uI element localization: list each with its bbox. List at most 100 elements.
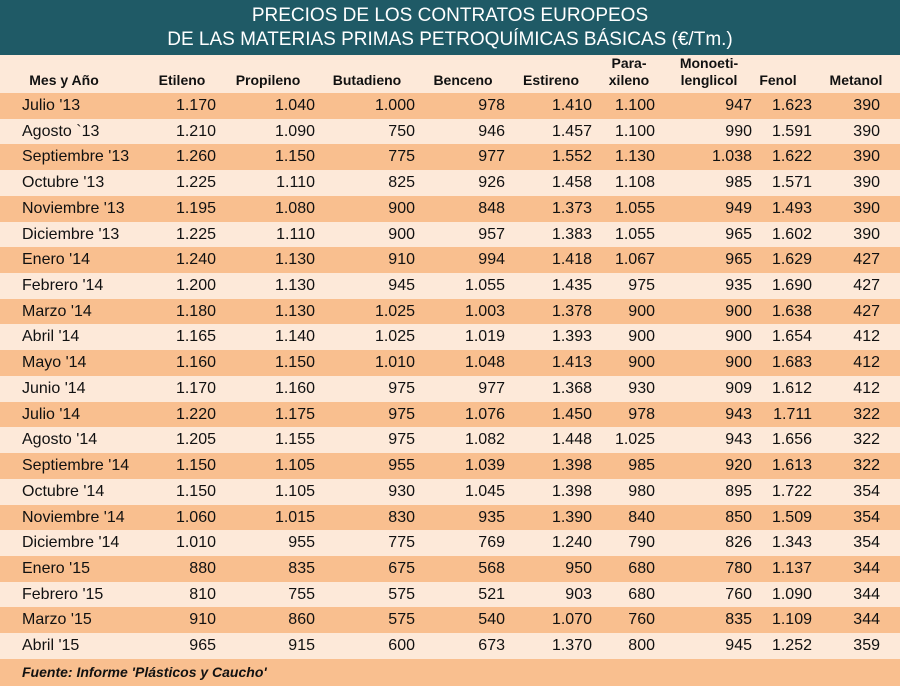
price-cell: 957 — [478, 225, 505, 243]
price-cell: 1.552 — [551, 148, 592, 166]
price-cell: 1.613 — [771, 457, 812, 475]
price-cell: 1.105 — [274, 482, 315, 500]
price-cell: 575 — [388, 611, 415, 629]
price-cell: 903 — [565, 585, 592, 603]
table-row: Julio '13 1.170 1.040 1.000 978 1.410 1.100 947… — [0, 93, 900, 119]
price-cell: 1.000 — [374, 97, 415, 114]
price-cell: 947 — [725, 97, 752, 114]
price-cell: 600 — [388, 637, 415, 655]
price-cell: 1.252 — [771, 637, 812, 655]
price-cell: 900 — [628, 302, 655, 320]
price-cell: 1.003 — [464, 302, 505, 320]
price-cell: 1.100 — [614, 97, 655, 114]
price-cell: 810 — [189, 585, 216, 603]
price-cell: 1.571 — [771, 174, 812, 192]
price-cell: 1.683 — [771, 354, 812, 372]
column-header: Etileno — [158, 72, 206, 88]
column-header: Estireno — [522, 72, 580, 88]
price-cell: 1.025 — [374, 328, 415, 346]
price-cell: 900 — [388, 225, 415, 243]
price-cell: 675 — [388, 559, 415, 577]
price-cell: 1.170 — [175, 379, 216, 397]
price-cell: 1.225 — [175, 225, 216, 243]
price-cell: 1.410 — [551, 97, 592, 114]
price-cell: 985 — [628, 457, 655, 475]
price-cell: 1.150 — [274, 354, 315, 372]
table-row: Septiembre '14 1.150 1.105 955 1.039 1.398 985… — [0, 453, 900, 479]
month-cell: Septiembre '13 — [22, 148, 130, 166]
price-cell: 1.039 — [464, 457, 505, 475]
price-cell: 1.165 — [175, 328, 216, 346]
month-cell: Enero '14 — [22, 251, 90, 269]
month-cell: Noviembre '14 — [22, 508, 125, 526]
column-header: Butadieno — [332, 72, 402, 88]
price-cell: 955 — [388, 457, 415, 475]
price-cell: 1.070 — [551, 611, 592, 629]
price-cell: 880 — [189, 559, 216, 577]
price-cell: 1.090 — [274, 122, 315, 140]
title-line-1: PRECIOS DE LOS CONTRATOS EUROPEOS — [251, 5, 649, 26]
month-cell: Agosto '14 — [22, 431, 98, 449]
price-cell: 540 — [478, 611, 505, 629]
price-cell: 1.010 — [175, 534, 216, 552]
price-cell: 1.629 — [771, 251, 812, 269]
price-cell: 1.055 — [464, 277, 505, 295]
price-cell: 826 — [725, 534, 752, 552]
price-cell: 1.110 — [276, 225, 315, 243]
month-cell: Agosto `13 — [22, 122, 100, 140]
table-title: PRECIOS DE LOS CONTRATOS EUROPEOS DE LAS… — [0, 0, 900, 55]
month-cell: Febrero '14 — [22, 277, 104, 295]
price-cell: 1.200 — [175, 277, 216, 295]
price-cell: 412 — [853, 354, 880, 372]
price-cell: 775 — [388, 534, 415, 552]
price-cell: 1.205 — [175, 431, 216, 449]
price-cell: 1.082 — [464, 431, 505, 449]
price-cell: 965 — [725, 251, 752, 269]
table-row: Octubre '14 1.150 1.105 930 1.045 1.398 980 895… — [0, 478, 900, 505]
price-cell: 1.060 — [175, 508, 216, 526]
table-row: Febrero '14 1.200 1.130 945 1.055 1.435 975 935… — [0, 273, 900, 299]
price-cell: 1.130 — [274, 302, 315, 320]
price-cell: 946 — [478, 122, 505, 140]
price-cell: 943 — [725, 431, 752, 449]
price-cell: 1.210 — [175, 122, 216, 140]
month-cell: Febrero '15 — [22, 585, 104, 603]
price-cell: 521 — [478, 585, 505, 603]
price-cell: 977 — [478, 379, 505, 397]
price-cell: 900 — [725, 354, 752, 372]
month-cell: Mayo '14 — [22, 354, 87, 372]
table-body: Julio '13 1.170 1.040 1.000 978 1.410 1.100 947… — [0, 93, 900, 659]
price-cell: 949 — [725, 199, 752, 217]
price-cell: 975 — [388, 405, 415, 423]
column-header: Benceno — [433, 72, 493, 88]
price-cell: 920 — [725, 457, 752, 475]
price-cell: 575 — [388, 585, 415, 603]
table-row: Abril '14 1.165 1.140 1.025 1.019 1.393 900 900… — [0, 324, 900, 351]
table-row: Diciembre '13 1.225 1.110 900 957 1.383 1.055 9… — [0, 221, 900, 248]
table-row: Enero '14 1.240 1.130 910 994 1.418 1.067 965 1.… — [0, 247, 900, 274]
price-cell: 1.140 — [274, 328, 315, 346]
price-cell: 1.370 — [551, 637, 592, 655]
price-cell: 1.109 — [771, 611, 812, 629]
price-cell: 390 — [853, 174, 880, 192]
month-cell: Enero '15 — [22, 559, 90, 577]
table-row: Julio '14 1.220 1.175 975 1.076 1.450 978 943 1.… — [0, 401, 900, 428]
table-row: Agosto '14 1.205 1.155 975 1.082 1.448 1.025 94… — [0, 427, 900, 454]
price-cell: 945 — [725, 637, 752, 655]
price-cell: 1.137 — [771, 559, 812, 577]
price-cell: 1.108 — [614, 174, 655, 192]
price-cell: 1.368 — [551, 379, 592, 397]
price-cell: 1.048 — [464, 354, 505, 372]
price-cell: 900 — [725, 328, 752, 346]
price-cell: 1.656 — [771, 431, 812, 449]
table-row: Noviembre '14 1.060 1.015 830 935 1.390 840 850… — [0, 504, 900, 531]
price-cell: 1.130 — [274, 277, 315, 295]
price-cell: 412 — [853, 328, 880, 346]
price-cell: 427 — [853, 251, 880, 269]
price-cell: 1.602 — [771, 225, 812, 243]
price-cell: 978 — [628, 405, 655, 423]
price-cell: 1.130 — [274, 251, 315, 269]
price-cell: 1.150 — [274, 148, 315, 166]
price-cell: 900 — [628, 328, 655, 346]
price-cell: 390 — [853, 199, 880, 217]
